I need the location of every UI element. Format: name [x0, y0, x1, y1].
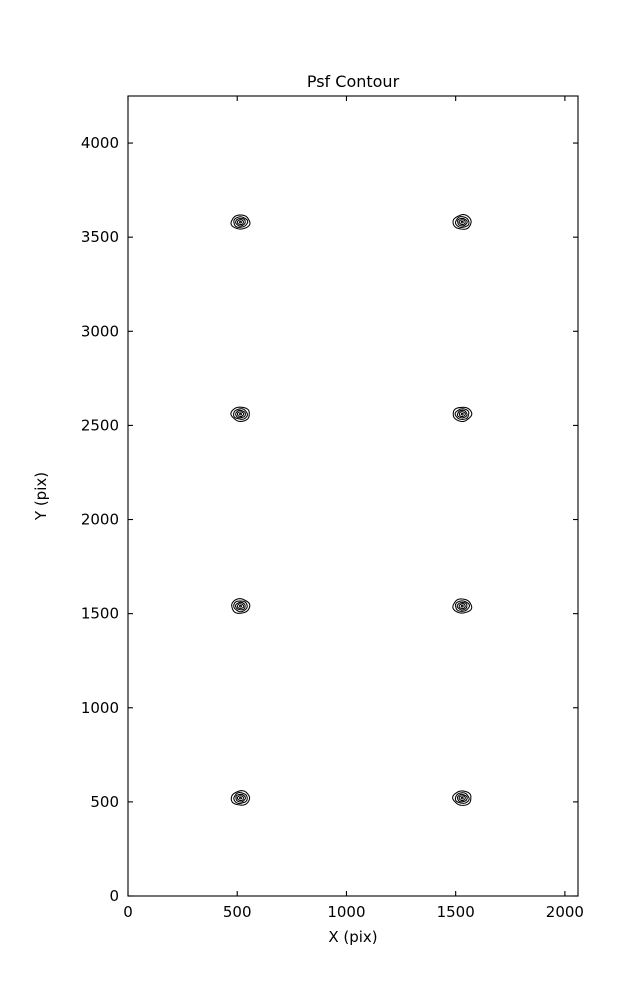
contour-ring: [457, 217, 468, 227]
psf-source-contour: [230, 790, 251, 806]
y-tick-label: 1500: [81, 605, 119, 623]
psf-source-contour: [230, 214, 251, 230]
y-axis-tick-labels: 0 500 1000 1500 2000 2500 3000 3500 4000: [81, 134, 119, 905]
contour-ring: [233, 792, 248, 805]
x-tick-label: 0: [123, 903, 133, 921]
contour-ring: [452, 598, 473, 614]
contour-ring: [235, 601, 246, 611]
contour-ring: [233, 600, 248, 613]
contour-ring: [456, 793, 468, 803]
contour-ring: [235, 793, 246, 803]
y-tick-label: 0: [109, 887, 119, 905]
y-axis-ticks: [128, 142, 578, 897]
contour-ring: [456, 602, 468, 611]
contour-ring: [454, 408, 470, 420]
y-tick-label: 2000: [81, 511, 119, 529]
contour-ring: [455, 600, 470, 612]
contour-ring: [460, 220, 464, 224]
contour-ring: [238, 412, 243, 416]
contour-ring: [452, 790, 472, 806]
y-tick-label: 1000: [81, 699, 119, 717]
contour-ring: [454, 216, 470, 228]
contour-ring: [238, 220, 243, 224]
plot-area-border: [127, 95, 579, 897]
contour-ring: [233, 408, 248, 420]
x-tick-label: 500: [223, 903, 252, 921]
contour-ring: [458, 603, 466, 609]
contour-ring: [230, 406, 250, 422]
psf-source-contour: [452, 598, 473, 614]
contour-ring: [236, 219, 244, 225]
axes-frame: [127, 95, 579, 897]
psf-source-contour: [452, 406, 473, 423]
y-tick-label: 2500: [81, 416, 119, 434]
x-axis-tick-labels: 0 500 1000 1500 2000: [123, 903, 584, 921]
chart-title-group: Psf Contour: [307, 72, 400, 91]
contour-ring: [236, 795, 244, 802]
x-axis-ticks: [127, 96, 566, 896]
contour-ring: [460, 796, 464, 800]
contour-ring: [230, 214, 251, 230]
psf-source-contour: [452, 790, 472, 806]
psf-source-contour: [231, 598, 251, 614]
contour-ring: [456, 409, 468, 419]
contour-ring: [452, 214, 472, 230]
contour-ring: [235, 409, 246, 419]
contour-ring: [238, 604, 243, 608]
contour-ring: [236, 603, 245, 609]
y-tick-label: 3500: [81, 228, 119, 246]
psf-source-contour: [230, 406, 250, 422]
y-tick-label: 500: [90, 793, 119, 811]
contour-ring: [460, 412, 464, 416]
contour-ring: [458, 219, 466, 226]
contour-ring: [458, 795, 466, 802]
x-tick-label: 2000: [546, 903, 584, 921]
contour-ring: [233, 216, 249, 228]
y-tick-label: 4000: [81, 134, 119, 152]
contour-ring: [231, 598, 251, 614]
y-axis-label: Y (pix): [32, 472, 50, 521]
y-tick-label: 3000: [81, 322, 119, 340]
contour-ring: [460, 604, 464, 608]
x-tick-label: 1500: [437, 903, 475, 921]
contour-ring: [452, 406, 473, 423]
contour-ring: [237, 411, 245, 418]
x-axis-label: X (pix): [328, 928, 377, 946]
contour-series: [230, 214, 473, 806]
psf-source-contour: [452, 214, 472, 230]
contour-ring: [454, 792, 470, 804]
x-tick-label: 1000: [327, 903, 365, 921]
contour-ring: [238, 796, 243, 800]
contour-ring: [458, 411, 466, 418]
contour-ring: [230, 790, 251, 806]
page-title: Psf Contour: [307, 72, 400, 91]
contour-ring: [235, 218, 246, 227]
